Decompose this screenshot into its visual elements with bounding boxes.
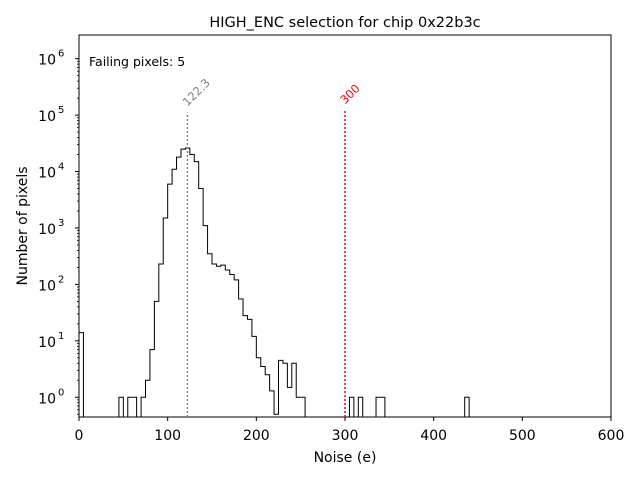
- y-tick-exponent: 0: [58, 387, 64, 398]
- y-tick-label: 10: [38, 109, 56, 125]
- y-tick-exponent: 2: [58, 274, 64, 285]
- y-tick-exponent: 5: [58, 105, 64, 116]
- x-tick-label: 600: [598, 428, 625, 444]
- y-tick-label: 10: [38, 391, 56, 407]
- x-axis-label: Noise (e): [314, 450, 377, 466]
- y-tick-label: 10: [38, 222, 56, 238]
- y-tick-label: 10: [38, 53, 56, 69]
- x-tick-label: 300: [332, 428, 359, 444]
- y-tick-label: 10: [38, 166, 56, 182]
- y-tick-exponent: 1: [58, 331, 64, 342]
- y-tick-exponent: 6: [58, 49, 64, 60]
- x-tick-label: 100: [154, 428, 181, 444]
- failing-pixels-annotation: Failing pixels: 5: [89, 54, 185, 69]
- x-tick-label: 0: [75, 428, 84, 444]
- vline-label-1: 300: [337, 81, 362, 106]
- y-tick-exponent: 4: [58, 162, 64, 173]
- x-tick-label: 400: [420, 428, 447, 444]
- y-tick-label: 10: [38, 278, 56, 294]
- x-tick-label: 200: [243, 428, 270, 444]
- chart-title: HIGH_ENC selection for chip 0x22b3c: [209, 15, 480, 31]
- vline-label-0: 122.3: [180, 76, 213, 109]
- y-axis-label: Number of pixels: [15, 166, 31, 285]
- x-tick-label: 500: [509, 428, 536, 444]
- x-axis-ticks: 0 100 200 300 400 500 600: [75, 417, 625, 444]
- histogram-step-line: [78, 147, 611, 418]
- y-tick-exponent: 3: [58, 218, 64, 229]
- y-tick-label: 10: [38, 335, 56, 351]
